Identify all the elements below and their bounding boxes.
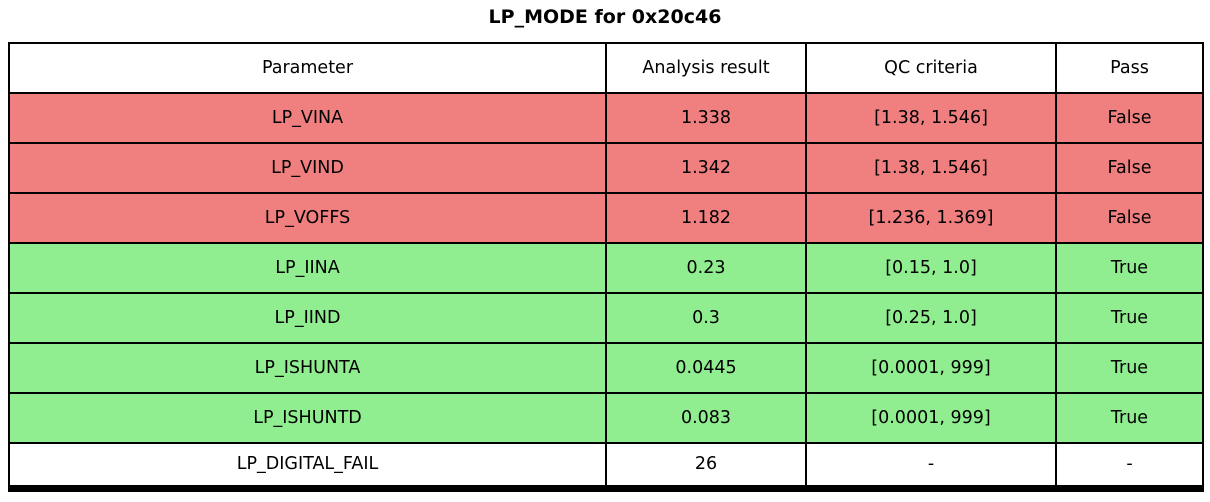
cell-analysis-result: 0.083 <box>605 392 807 444</box>
cell-parameter: LP_DIGITAL_FAIL <box>8 442 607 489</box>
cell-pass: False <box>1055 192 1204 244</box>
column-header-analysis-result: Analysis result <box>605 42 807 94</box>
cell-analysis-result: 0.23 <box>605 242 807 294</box>
cell-pass: True <box>1055 292 1204 344</box>
cell-pass: False <box>1055 92 1204 144</box>
cell-parameter: LP_ISHUNTA <box>8 342 607 394</box>
cell-parameter: LP_VINA <box>8 92 607 144</box>
table-row: LP_IIND 0.3 [0.25, 1.0] True <box>8 292 1204 344</box>
column-header-pass: Pass <box>1055 42 1204 94</box>
cell-pass: False <box>1055 142 1204 194</box>
table-row: LP_VIND 1.342 [1.38, 1.546] False <box>8 142 1204 194</box>
cell-qc-criteria: [1.38, 1.546] <box>805 92 1057 144</box>
cell-pass: - <box>1055 442 1204 489</box>
cell-qc-criteria: [0.25, 1.0] <box>805 292 1057 344</box>
column-header-qc-criteria: QC criteria <box>805 42 1057 94</box>
cell-pass: True <box>1055 342 1204 394</box>
cell-qc-criteria: [1.38, 1.546] <box>805 142 1057 194</box>
cell-parameter: LP_ISHUNTD <box>8 392 607 444</box>
cell-analysis-result: 0.3 <box>605 292 807 344</box>
header-row: Parameter Analysis result QC criteria Pa… <box>8 42 1204 94</box>
cell-qc-criteria: [0.0001, 999] <box>805 342 1057 394</box>
table-row: LP_DIGITAL_FAIL 26- - <box>8 442 1204 489</box>
table-row: LP_ISHUNTD 0.083 [0.0001, 999] True <box>8 392 1204 444</box>
page-title: LP_MODE for 0x20c46 <box>488 6 722 28</box>
table-row: LP_VOFFS 1.182 [1.236, 1.369] False <box>8 192 1204 244</box>
cell-analysis-result: 0.0445 <box>605 342 807 394</box>
cell-qc-criteria: [0.15, 1.0] <box>805 242 1057 294</box>
table-row: LP_IINA 0.23 [0.15, 1.0] True <box>8 242 1204 294</box>
cell-analysis-result: 26 <box>605 442 807 489</box>
cell-pass: True <box>1055 242 1204 294</box>
cell-qc-criteria: [0.0001, 999] <box>805 392 1057 444</box>
table-header: Parameter Analysis result QC criteria Pa… <box>8 42 1204 94</box>
cell-pass: True <box>1055 392 1204 444</box>
cell-parameter: LP_VOFFS <box>8 192 607 244</box>
table-row: LP_ISHUNTA 0.0445 [0.0001, 999] True <box>8 342 1204 394</box>
cell-qc-criteria: - <box>805 442 1057 489</box>
cell-parameter: LP_VIND <box>8 142 607 194</box>
cell-analysis-result: 1.182 <box>605 192 807 244</box>
cell-parameter: LP_IIND <box>8 292 607 344</box>
cell-qc-criteria: [1.236, 1.369] <box>805 192 1057 244</box>
qc-results-table: Parameter Analysis result QC criteria Pa… <box>8 42 1204 492</box>
cell-analysis-result: 1.338 <box>605 92 807 144</box>
table-row: LP_VINA 1.338 [1.38, 1.546] False <box>8 92 1204 144</box>
table-body: LP_VINA 1.338 [1.38, 1.546] False LP_VIND 1.3… <box>8 92 1204 489</box>
cell-parameter: LP_IINA <box>8 242 607 294</box>
cell-analysis-result: 1.342 <box>605 142 807 194</box>
column-header-parameter: Parameter <box>8 42 607 94</box>
